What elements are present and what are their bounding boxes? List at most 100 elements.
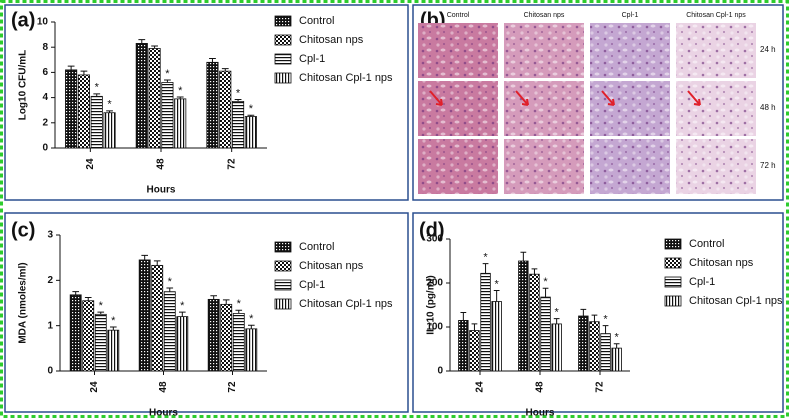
y-tick-label: 1 [47, 320, 53, 331]
y-tick-label: 300 [426, 234, 443, 245]
x-tick-label: 72 [227, 381, 238, 393]
error-bar [221, 68, 229, 72]
error-bar [591, 314, 598, 322]
error-bar [471, 323, 478, 331]
y-tick-label: 10 [37, 17, 49, 28]
legend-swatch [664, 276, 682, 288]
bar [458, 319, 469, 372]
legend-label: Cpl-1 [299, 53, 325, 65]
error-bar [141, 254, 149, 260]
legend-swatch [274, 279, 292, 291]
significance-star: * [107, 99, 112, 111]
bar [600, 333, 611, 372]
x-tick-label: 24 [475, 381, 486, 393]
legend-label: Chitosan Cpl-1 nps [299, 298, 393, 310]
bar [77, 74, 90, 149]
bar [244, 116, 257, 149]
bar [219, 70, 232, 149]
legend-label: Control [299, 241, 334, 253]
row-label: 48 h [760, 103, 776, 112]
y-tick-label: 6 [42, 67, 48, 78]
arrow [601, 90, 615, 106]
significance-star: * [543, 276, 548, 288]
histology-texture [504, 139, 584, 194]
significance-star: * [165, 68, 170, 80]
x-axis-label: Hours [147, 185, 176, 196]
error-bar [93, 93, 101, 97]
error-bar [580, 308, 587, 316]
significance-star: * [615, 332, 620, 344]
legend-swatch [274, 298, 292, 310]
bar [245, 328, 258, 372]
error-bar [106, 110, 113, 113]
bar [578, 315, 589, 372]
y-axis-label: Log10 CFU/mL [18, 50, 29, 121]
y-tick-label: 0 [47, 366, 53, 377]
error-bar [520, 251, 527, 261]
legend-label: Chitosan nps [689, 257, 754, 269]
error-bar [109, 326, 117, 331]
bar [163, 291, 176, 372]
error-bar [234, 98, 242, 102]
histology-texture [676, 139, 756, 194]
panel-frame [4, 212, 409, 413]
legend-swatch [664, 238, 682, 250]
error-bar [553, 318, 560, 324]
bar [176, 316, 189, 372]
arrow [429, 90, 443, 106]
x-tick-label: 72 [226, 158, 237, 170]
bar [220, 303, 233, 372]
error-bar [138, 39, 146, 44]
legend-label: Chitosan nps [299, 34, 364, 46]
significance-star: * [495, 278, 500, 290]
bar [135, 43, 148, 149]
column-label: Control [447, 12, 470, 19]
legend-label: Chitosan Cpl-1 nps [689, 295, 783, 307]
bar [611, 347, 622, 372]
error-bar [493, 289, 500, 302]
legend-label: Control [689, 238, 724, 250]
x-axis-label: Hours [149, 408, 178, 418]
y-tick-label: 200 [426, 278, 443, 289]
significance-star: * [95, 82, 100, 94]
significance-star: * [603, 314, 608, 326]
y-tick-label: 0 [437, 366, 443, 377]
error-bar [531, 268, 538, 275]
bar [69, 294, 82, 372]
bar [206, 61, 219, 149]
bar [207, 298, 220, 372]
bar [232, 313, 245, 372]
y-axis-label: IL-10 (pg/ml) [426, 275, 437, 334]
error-bar [210, 295, 218, 300]
legend-swatch [664, 257, 682, 269]
y-tick-label: 8 [42, 42, 48, 53]
arrow [687, 90, 701, 106]
bar [480, 272, 491, 372]
error-bar [151, 45, 158, 49]
error-bar [247, 324, 255, 329]
histology-texture [590, 23, 670, 78]
y-tick-label: 4 [42, 92, 48, 103]
legend-swatch [664, 295, 682, 307]
x-tick-label: 72 [595, 381, 606, 393]
error-bar [176, 96, 184, 99]
significance-star: * [483, 252, 488, 264]
bar [107, 329, 120, 372]
bar [232, 100, 245, 149]
row-label: 24 h [760, 45, 776, 54]
significance-star: * [236, 87, 241, 99]
bar [65, 69, 78, 149]
histology-texture [504, 23, 584, 78]
y-tick-label: 100 [426, 322, 443, 333]
x-tick-label: 48 [535, 381, 546, 393]
bar [94, 313, 107, 372]
histology-texture [418, 23, 498, 78]
significance-star: * [111, 315, 116, 327]
error-bar [482, 263, 489, 274]
panel-label: (d) [419, 219, 445, 241]
bar [529, 273, 540, 372]
legend-label: Chitosan nps [299, 260, 364, 272]
histology-texture [676, 81, 756, 136]
legend-label: Cpl-1 [299, 279, 325, 291]
